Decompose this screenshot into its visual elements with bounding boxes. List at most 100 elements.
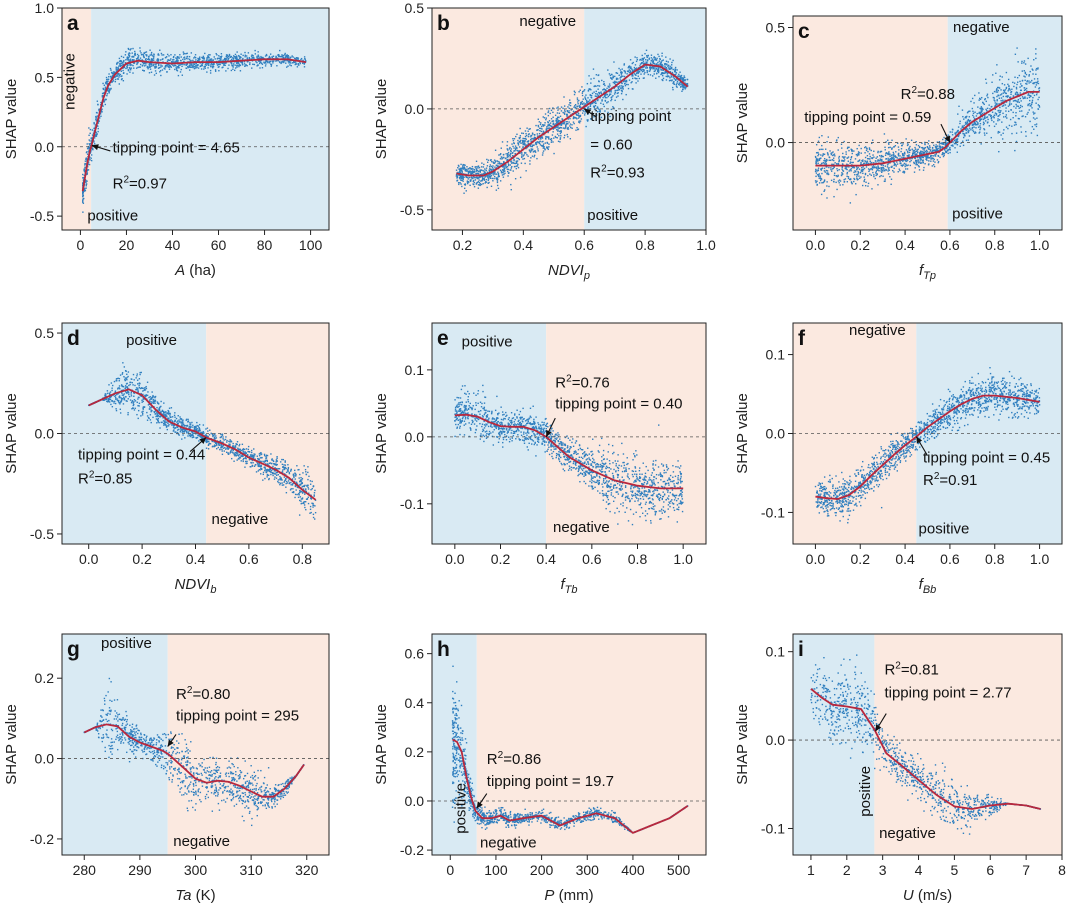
scatter-point xyxy=(565,126,567,128)
scatter-point xyxy=(105,82,107,85)
scatter-point xyxy=(559,123,561,125)
scatter-point xyxy=(104,98,106,101)
scatter-point xyxy=(492,171,494,174)
scatter-point xyxy=(565,113,568,116)
scatter-point xyxy=(621,90,623,93)
scatter-point xyxy=(89,140,91,142)
scatter-point xyxy=(933,144,935,147)
scatter-point xyxy=(646,70,648,72)
scatter-point xyxy=(85,185,87,187)
scatter-point xyxy=(685,86,687,89)
scatter-point xyxy=(611,78,613,80)
scatter-point xyxy=(638,71,641,73)
scatter-point xyxy=(983,103,985,106)
scatter-point xyxy=(254,53,257,55)
scatter-point xyxy=(653,56,656,58)
scatter-point xyxy=(815,152,818,154)
scatter-point xyxy=(1007,105,1010,107)
scatter-point xyxy=(661,55,663,57)
scatter-point xyxy=(876,173,878,175)
scatter-point xyxy=(522,132,525,135)
scatter-point xyxy=(558,135,560,137)
scatter-point xyxy=(850,178,852,180)
scatter-point xyxy=(549,112,551,115)
scatter-point xyxy=(268,62,271,64)
scatter-point xyxy=(1002,99,1004,101)
scatter-point xyxy=(158,66,161,69)
scatter-point xyxy=(922,161,925,164)
scatter-point xyxy=(836,188,838,191)
scatter-point xyxy=(909,164,912,167)
scatter-point xyxy=(993,97,995,99)
scatter-point xyxy=(183,52,185,55)
shading-negative-b xyxy=(432,8,585,230)
scatter-point xyxy=(525,132,527,135)
scatter-point xyxy=(919,150,922,152)
scatter-point xyxy=(628,79,631,81)
scatter-point xyxy=(887,163,889,165)
scatter-point xyxy=(979,118,981,120)
scatter-point xyxy=(522,142,524,144)
scatter-point xyxy=(145,57,147,60)
scatter-point xyxy=(127,69,130,72)
scatter-point xyxy=(471,177,473,180)
scatter-point xyxy=(595,74,598,76)
scatter-point xyxy=(905,149,908,151)
scatter-point xyxy=(542,131,545,133)
scatter-point xyxy=(882,166,884,169)
scatter-point xyxy=(817,151,819,154)
scatter-point xyxy=(108,92,110,94)
scatter-point xyxy=(481,173,483,175)
scatter-point xyxy=(186,56,188,58)
scatter-point xyxy=(210,65,212,68)
scatter-point xyxy=(1021,96,1024,98)
scatter-point xyxy=(849,178,851,181)
scatter-point xyxy=(599,92,601,94)
scatter-point xyxy=(279,61,281,64)
scatter-point xyxy=(971,97,974,100)
scatter-point xyxy=(181,65,183,68)
scatter-point xyxy=(1024,71,1027,74)
scatter-point xyxy=(887,173,890,175)
scatter-point xyxy=(631,74,634,76)
scatter-point xyxy=(557,121,559,123)
scatter-point xyxy=(208,57,210,59)
annotation-text: tipping point xyxy=(590,108,672,125)
scatter-point xyxy=(495,164,498,167)
scatter-point xyxy=(997,115,999,117)
scatter-point xyxy=(593,77,595,80)
scatter-point xyxy=(816,157,818,160)
scatter-point xyxy=(157,54,159,56)
scatter-point xyxy=(890,155,893,157)
scatter-point xyxy=(930,151,933,153)
scatter-point xyxy=(822,181,824,184)
scatter-point xyxy=(190,59,192,62)
scatter-point xyxy=(168,68,171,70)
scatter-point xyxy=(1014,53,1017,55)
scatter-point xyxy=(995,91,997,93)
scatter-point xyxy=(902,153,904,156)
scatter-point xyxy=(871,168,874,171)
scatter-point xyxy=(970,100,972,103)
annotation-tail: =0.97 xyxy=(129,175,167,192)
scatter-point xyxy=(173,65,175,67)
scatter-point xyxy=(646,65,648,67)
scatter-point xyxy=(553,124,556,126)
scatter-point xyxy=(196,66,198,69)
scatter-point xyxy=(990,115,992,118)
scatter-point xyxy=(645,61,647,63)
scatter-point xyxy=(90,159,93,162)
scatter-point xyxy=(923,151,926,153)
scatter-point xyxy=(212,59,214,61)
scatter-point xyxy=(868,147,871,149)
scatter-point xyxy=(225,55,227,58)
scatter-point xyxy=(657,71,660,74)
scatter-point xyxy=(173,59,175,61)
scatter-point xyxy=(494,170,496,173)
scatter-point xyxy=(472,168,474,170)
scatter-point xyxy=(547,136,550,138)
scatter-point xyxy=(893,146,895,148)
scatter-point xyxy=(535,124,537,127)
scatter-point xyxy=(149,66,151,68)
scatter-point xyxy=(991,119,993,122)
